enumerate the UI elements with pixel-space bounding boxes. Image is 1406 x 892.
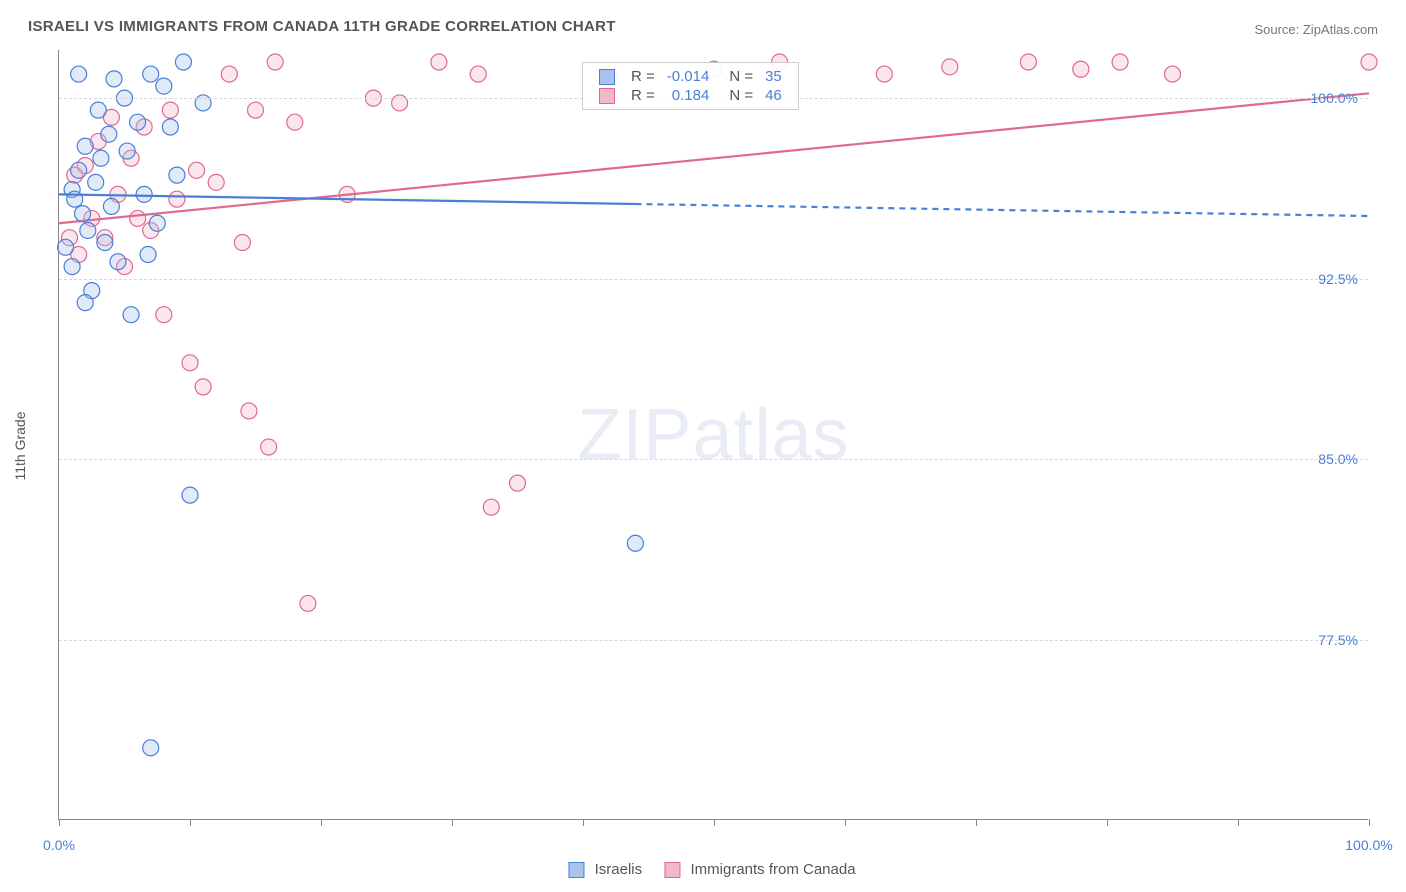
israelis-point bbox=[130, 114, 146, 130]
x-tick bbox=[190, 819, 191, 826]
canada-point bbox=[130, 210, 146, 226]
x-tick bbox=[321, 819, 322, 826]
israelis-point bbox=[101, 126, 117, 142]
canada-point bbox=[195, 379, 211, 395]
israelis-point bbox=[169, 167, 185, 183]
israelis-point bbox=[77, 138, 93, 154]
canada-point bbox=[510, 475, 526, 491]
israelis-point bbox=[88, 174, 104, 190]
y-tick-label: 92.5% bbox=[1318, 271, 1358, 287]
israelis-point bbox=[97, 235, 113, 251]
canada-point bbox=[189, 162, 205, 178]
y-tick-label: 100.0% bbox=[1311, 90, 1358, 106]
x-tick-label: 100.0% bbox=[1345, 837, 1392, 853]
x-tick bbox=[1107, 819, 1108, 826]
plot-area: ZIPatlas 77.5%85.0%92.5%100.0%0.0%100.0% bbox=[58, 50, 1368, 820]
canada-point bbox=[221, 66, 237, 82]
x-tick bbox=[59, 819, 60, 826]
canada-point bbox=[1020, 54, 1036, 70]
correlation-chart: ISRAELI VS IMMIGRANTS FROM CANADA 11TH G… bbox=[0, 0, 1406, 892]
y-tick-label: 85.0% bbox=[1318, 451, 1358, 467]
canada-point bbox=[169, 191, 185, 207]
israelis-point bbox=[110, 254, 126, 270]
israelis-point bbox=[90, 102, 106, 118]
y-axis-title: 11th Grade bbox=[12, 411, 28, 480]
israelis-point bbox=[123, 307, 139, 323]
legend-swatch-canada bbox=[664, 862, 680, 878]
legend-swatch-israelis bbox=[568, 862, 584, 878]
x-tick bbox=[1369, 819, 1370, 826]
canada-point bbox=[241, 403, 257, 419]
israelis-point bbox=[58, 239, 74, 255]
x-tick-label: 0.0% bbox=[43, 837, 75, 853]
x-tick bbox=[714, 819, 715, 826]
israelis-point bbox=[75, 206, 91, 222]
israelis-point bbox=[119, 143, 135, 159]
source-label: Source: ZipAtlas.com bbox=[1254, 22, 1378, 37]
x-tick bbox=[845, 819, 846, 826]
canada-point bbox=[876, 66, 892, 82]
israelis-point bbox=[140, 247, 156, 263]
israelis-point bbox=[149, 215, 165, 231]
canada-point bbox=[1073, 61, 1089, 77]
canada-point bbox=[1361, 54, 1377, 70]
canada-point bbox=[208, 174, 224, 190]
plot-svg bbox=[59, 50, 1368, 819]
canada-point bbox=[1112, 54, 1128, 70]
canada-point bbox=[234, 235, 250, 251]
israelis-point bbox=[136, 186, 152, 202]
canada-point bbox=[156, 307, 172, 323]
grid-line bbox=[59, 459, 1368, 460]
chart-title: ISRAELI VS IMMIGRANTS FROM CANADA 11TH G… bbox=[28, 18, 616, 35]
canada-point bbox=[483, 499, 499, 515]
canada-point bbox=[431, 54, 447, 70]
canada-point bbox=[942, 59, 958, 75]
x-tick bbox=[976, 819, 977, 826]
israelis-point bbox=[80, 222, 96, 238]
grid-line bbox=[59, 640, 1368, 641]
legend-stats: R = -0.014 N = 35 R = 0.184 N = 46 bbox=[582, 62, 799, 110]
y-tick-label: 77.5% bbox=[1318, 632, 1358, 648]
israelis-point bbox=[627, 535, 643, 551]
israelis-point bbox=[93, 150, 109, 166]
canada-point bbox=[287, 114, 303, 130]
canada-point bbox=[300, 595, 316, 611]
israelis-point bbox=[103, 198, 119, 214]
canada-point bbox=[267, 54, 283, 70]
x-tick bbox=[583, 819, 584, 826]
israelis-regression-extrapolate bbox=[635, 204, 1369, 216]
israelis-point bbox=[71, 66, 87, 82]
canada-point bbox=[261, 439, 277, 455]
israelis-point bbox=[77, 295, 93, 311]
israelis-point bbox=[175, 54, 191, 70]
grid-line bbox=[59, 279, 1368, 280]
israelis-point bbox=[182, 487, 198, 503]
x-tick bbox=[1238, 819, 1239, 826]
israelis-point bbox=[143, 740, 159, 756]
legend-label-israelis: Israelis bbox=[595, 861, 643, 878]
canada-point bbox=[162, 102, 178, 118]
canada-point bbox=[1165, 66, 1181, 82]
israelis-point bbox=[64, 259, 80, 275]
legend-label-canada: Immigrants from Canada bbox=[690, 861, 855, 878]
israelis-point bbox=[106, 71, 122, 87]
canada-point bbox=[248, 102, 264, 118]
israelis-point bbox=[71, 162, 87, 178]
canada-point bbox=[470, 66, 486, 82]
legend-bottom: Israelis Immigrants from Canada bbox=[550, 861, 855, 878]
israelis-point bbox=[162, 119, 178, 135]
canada-point bbox=[182, 355, 198, 371]
israelis-point bbox=[143, 66, 159, 82]
israelis-point bbox=[156, 78, 172, 94]
x-tick bbox=[452, 819, 453, 826]
